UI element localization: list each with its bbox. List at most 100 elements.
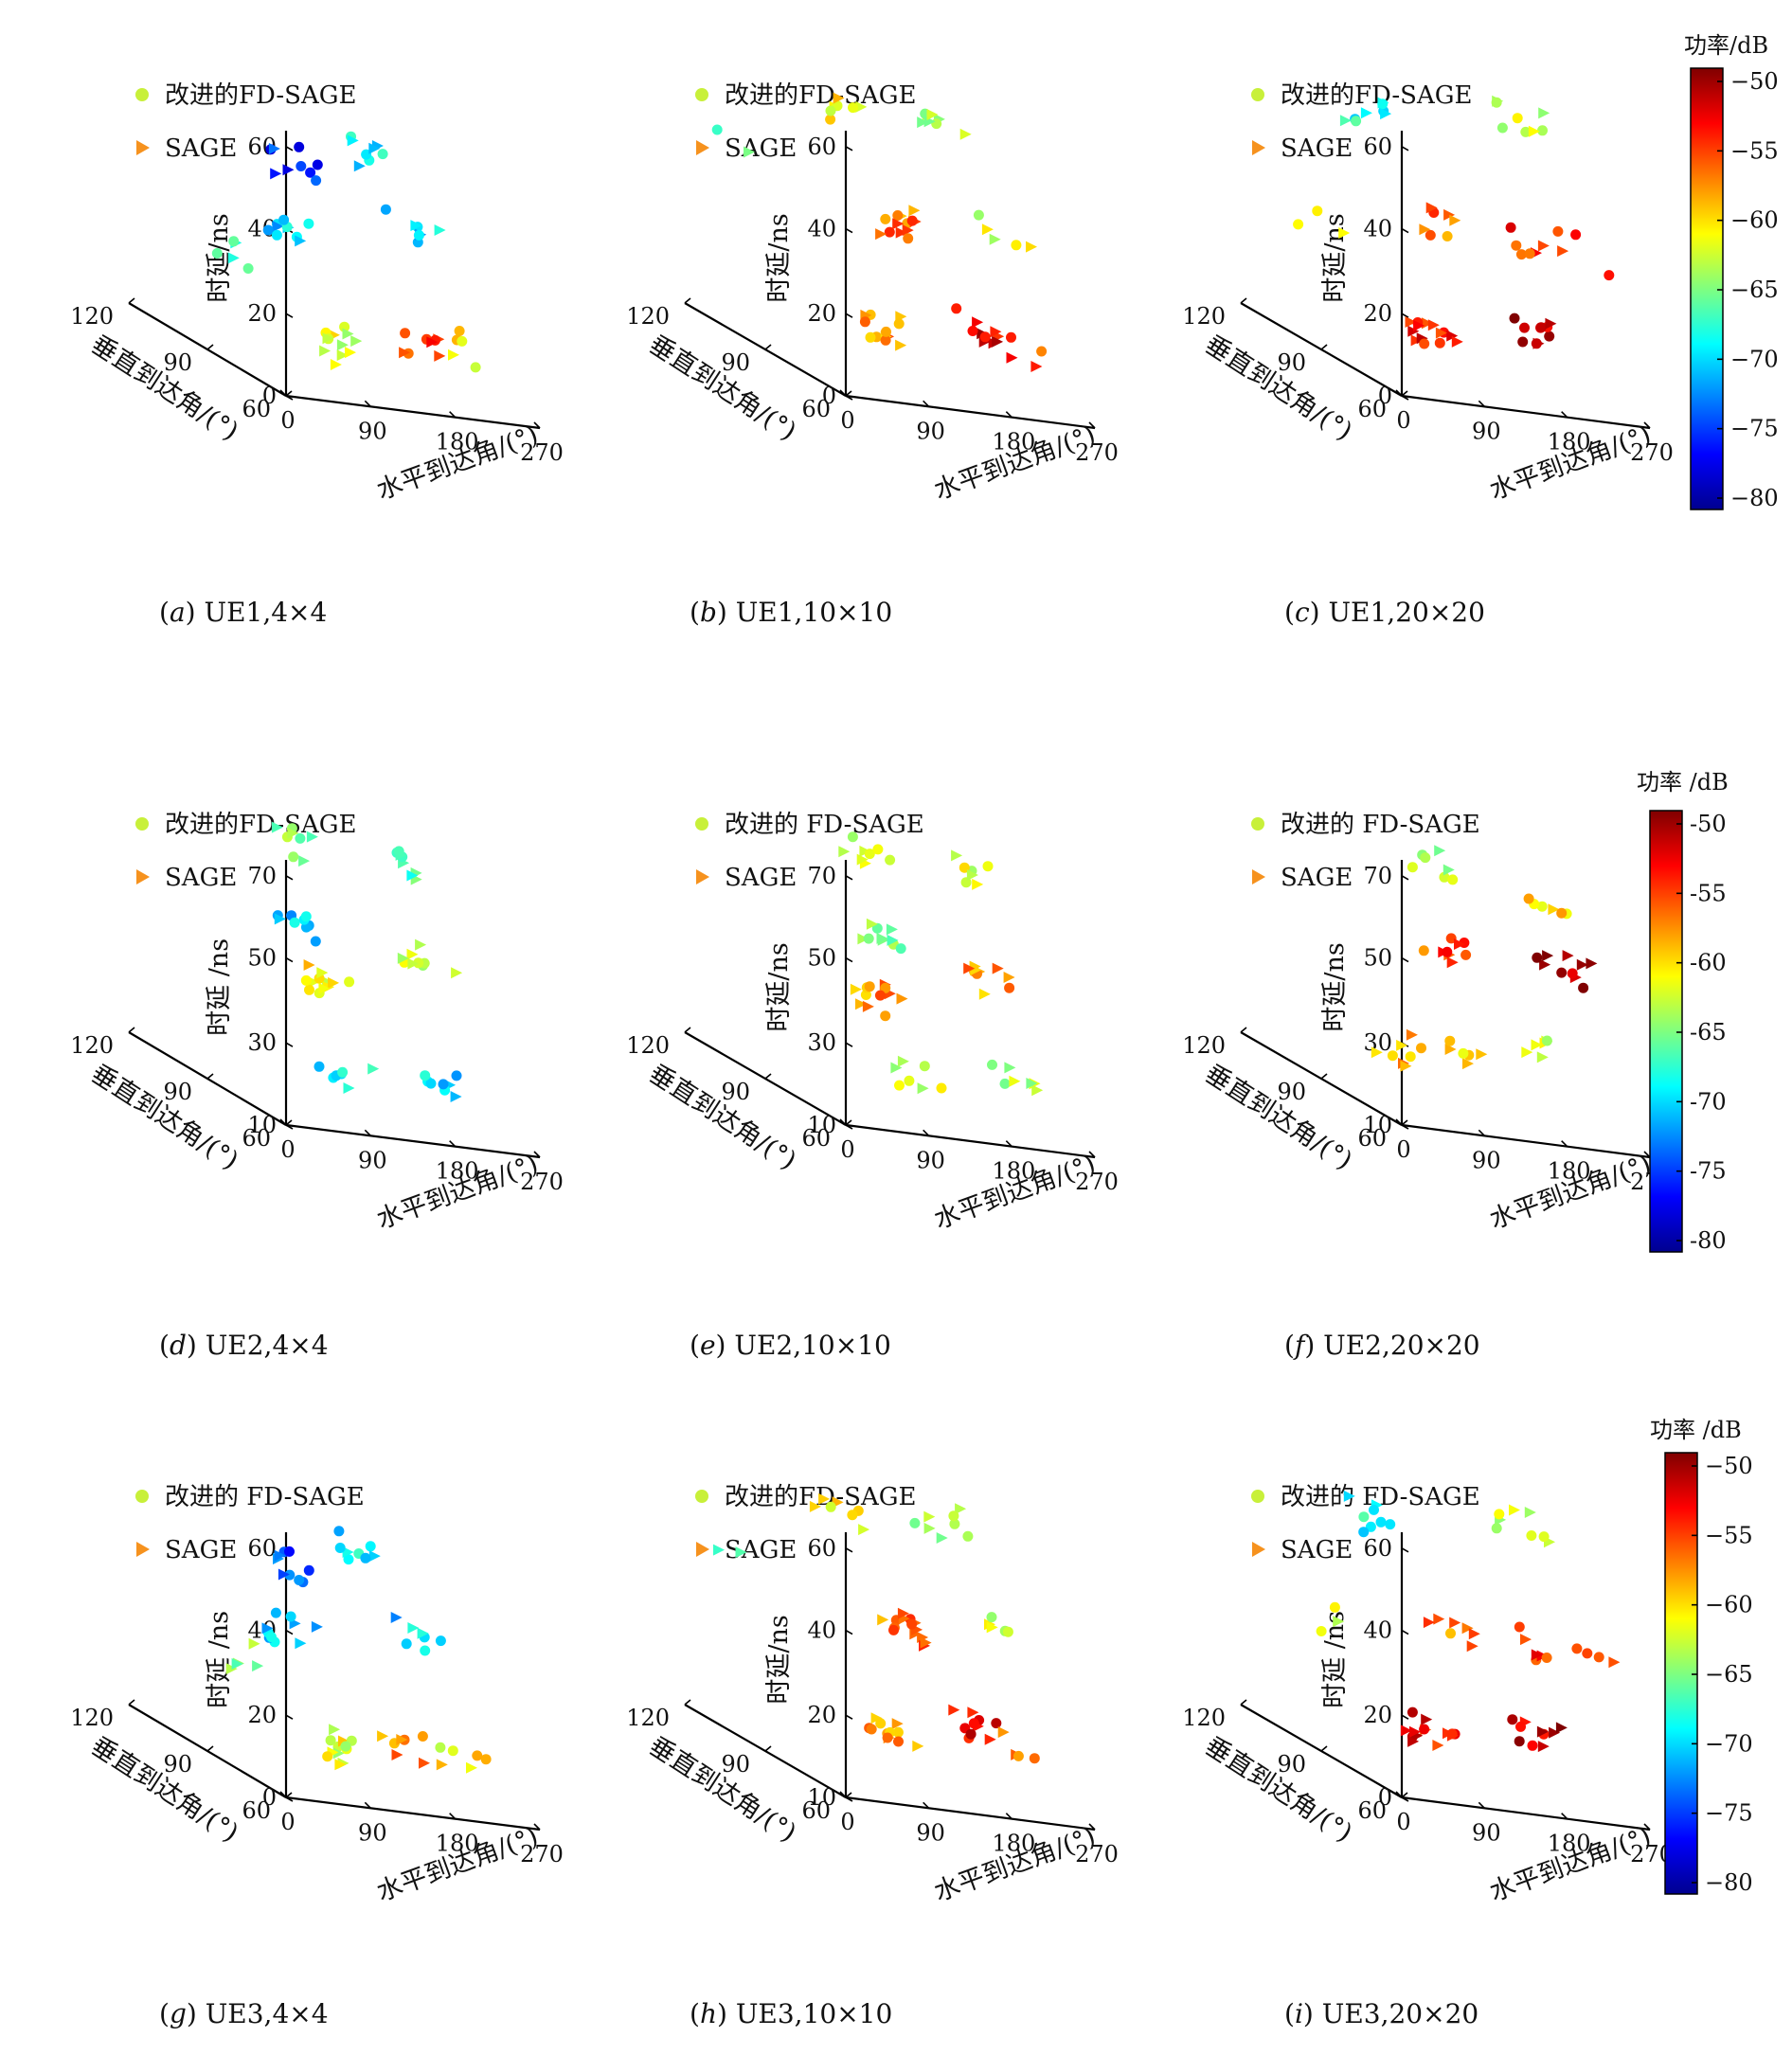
z-tick-label: 0	[822, 383, 836, 409]
data-point-sage	[434, 349, 446, 362]
panel-caption: (h) UE3,10×10	[690, 1998, 892, 2029]
data-point-sage	[328, 976, 340, 989]
legend-marker-sage	[1252, 1542, 1265, 1557]
data-point-fd-sage	[1312, 206, 1323, 217]
x-axis-line	[285, 1796, 541, 1832]
data-point-fd-sage	[1512, 113, 1523, 124]
data-point-fd-sage	[340, 1741, 351, 1752]
y-tick-mark	[845, 1119, 852, 1126]
data-point-sage	[1360, 107, 1372, 119]
data-point-fd-sage	[470, 362, 481, 373]
data-point-sage	[1454, 938, 1465, 950]
data-point-sage	[896, 992, 908, 1005]
data-point-fd-sage	[322, 1751, 333, 1762]
colorbar-tick-label: −60	[1730, 207, 1779, 234]
data-point-sage	[1539, 958, 1551, 971]
legend-marker-fd-sage	[695, 1490, 708, 1503]
data-point-fd-sage	[1029, 1753, 1040, 1764]
x-tick-mark	[923, 400, 930, 407]
data-point-fd-sage	[1531, 338, 1542, 349]
z-tick-mark	[1401, 146, 1409, 152]
data-point-fd-sage	[1527, 1740, 1538, 1751]
x-tick-mark	[839, 389, 847, 397]
colorbar-tick-label: -80	[1690, 1227, 1727, 1254]
x-tick-mark	[1395, 1791, 1403, 1798]
data-point-sage	[334, 1759, 347, 1771]
y-tick-label: 120	[626, 1705, 670, 1731]
colorbar: 功率/dB −50 −55 −60 −65 −70 −75 −80	[1684, 32, 1779, 511]
data-point-sage	[1416, 332, 1428, 345]
data-point-fd-sage	[1491, 97, 1502, 108]
data-point-fd-sage	[295, 832, 306, 844]
data-point-fd-sage	[1514, 1736, 1525, 1747]
legend-label-sage: SAGE	[725, 134, 797, 163]
legend-marker-fd-sage	[135, 1490, 149, 1503]
x-tick-mark	[1005, 1140, 1012, 1148]
y-tick-label: 120	[626, 303, 670, 330]
data-point-fd-sage	[991, 1718, 1002, 1729]
z-tick-label: 30	[807, 1029, 836, 1056]
z-tick-label: 0	[1378, 383, 1392, 409]
data-point-fd-sage	[296, 161, 307, 171]
data-point-sage	[316, 967, 329, 979]
data-point-sage	[450, 1091, 462, 1102]
z-tick-label: 70	[807, 863, 836, 889]
data-point-fd-sage	[343, 1554, 354, 1565]
legend-marker-fd-sage	[135, 88, 149, 101]
data-point-sage	[978, 988, 991, 1000]
data-point-sage	[1396, 1039, 1408, 1051]
data-point-fd-sage	[1434, 337, 1445, 348]
data-point-sage	[1006, 351, 1018, 364]
data-point-sage	[1444, 1044, 1457, 1055]
z-tick-label: 60	[807, 134, 836, 160]
y-tick-mark	[128, 1699, 135, 1706]
z-tick-label: 10	[807, 1784, 836, 1811]
z-tick-mark	[845, 146, 853, 152]
data-point-sage	[338, 1735, 349, 1747]
x-tick-mark	[1088, 421, 1096, 429]
z-tick-mark	[845, 875, 853, 881]
data-point-fd-sage	[875, 1718, 887, 1729]
legend-marker-fd-sage	[695, 88, 708, 101]
x-tick-mark	[449, 411, 457, 419]
data-point-fd-sage	[457, 335, 468, 347]
data-point-sage	[886, 923, 898, 936]
y-tick-mark	[285, 390, 293, 397]
data-point-sage	[1538, 107, 1550, 119]
data-point-fd-sage	[284, 1569, 296, 1581]
x-tick-mark	[449, 1813, 457, 1820]
y-tick-mark	[1320, 1745, 1328, 1752]
z-tick-label: 10	[807, 1112, 836, 1138]
data-point-fd-sage	[325, 1735, 336, 1746]
legend-label-fd-sage: 改进的 FD-SAGE	[1281, 811, 1480, 839]
y-tick-mark	[1240, 297, 1247, 304]
data-point-fd-sage	[472, 1750, 483, 1761]
z-tick-label: 20	[807, 1702, 836, 1728]
colorbar-tick-label: −65	[1705, 1661, 1753, 1688]
z-tick-label: 40	[1363, 1617, 1392, 1644]
x-tick-label: 0	[280, 1136, 295, 1163]
x-tick-label: 90	[1472, 1819, 1501, 1846]
x-tick-mark	[1395, 389, 1403, 397]
x-tick-mark	[1088, 1151, 1096, 1158]
data-point-fd-sage	[365, 1541, 376, 1552]
legend-label-fd-sage: 改进的FD-SAGE	[165, 81, 357, 110]
y-tick-label: 90	[1277, 349, 1306, 376]
z-axis-label: 时延/ns	[1320, 213, 1350, 302]
z-axis-label: 时延/ns	[764, 1615, 794, 1704]
data-point-sage	[877, 1614, 889, 1626]
x-tick-mark	[449, 1140, 457, 1148]
data-point-fd-sage	[880, 334, 891, 346]
data-point-sage	[917, 1082, 929, 1095]
data-point-fd-sage	[948, 1510, 959, 1522]
legend-label-sage: SAGE	[1281, 864, 1353, 892]
z-tick-mark	[1401, 956, 1409, 963]
z-tick-label: 10	[1363, 1112, 1392, 1138]
data-point-sage	[1030, 361, 1043, 372]
data-point-sage	[1433, 1613, 1445, 1625]
data-point-sage	[735, 1546, 747, 1559]
legend-marker-sage	[136, 140, 150, 155]
z-axis-label: 时延/ns	[764, 213, 794, 302]
data-point-sage	[967, 1707, 979, 1719]
